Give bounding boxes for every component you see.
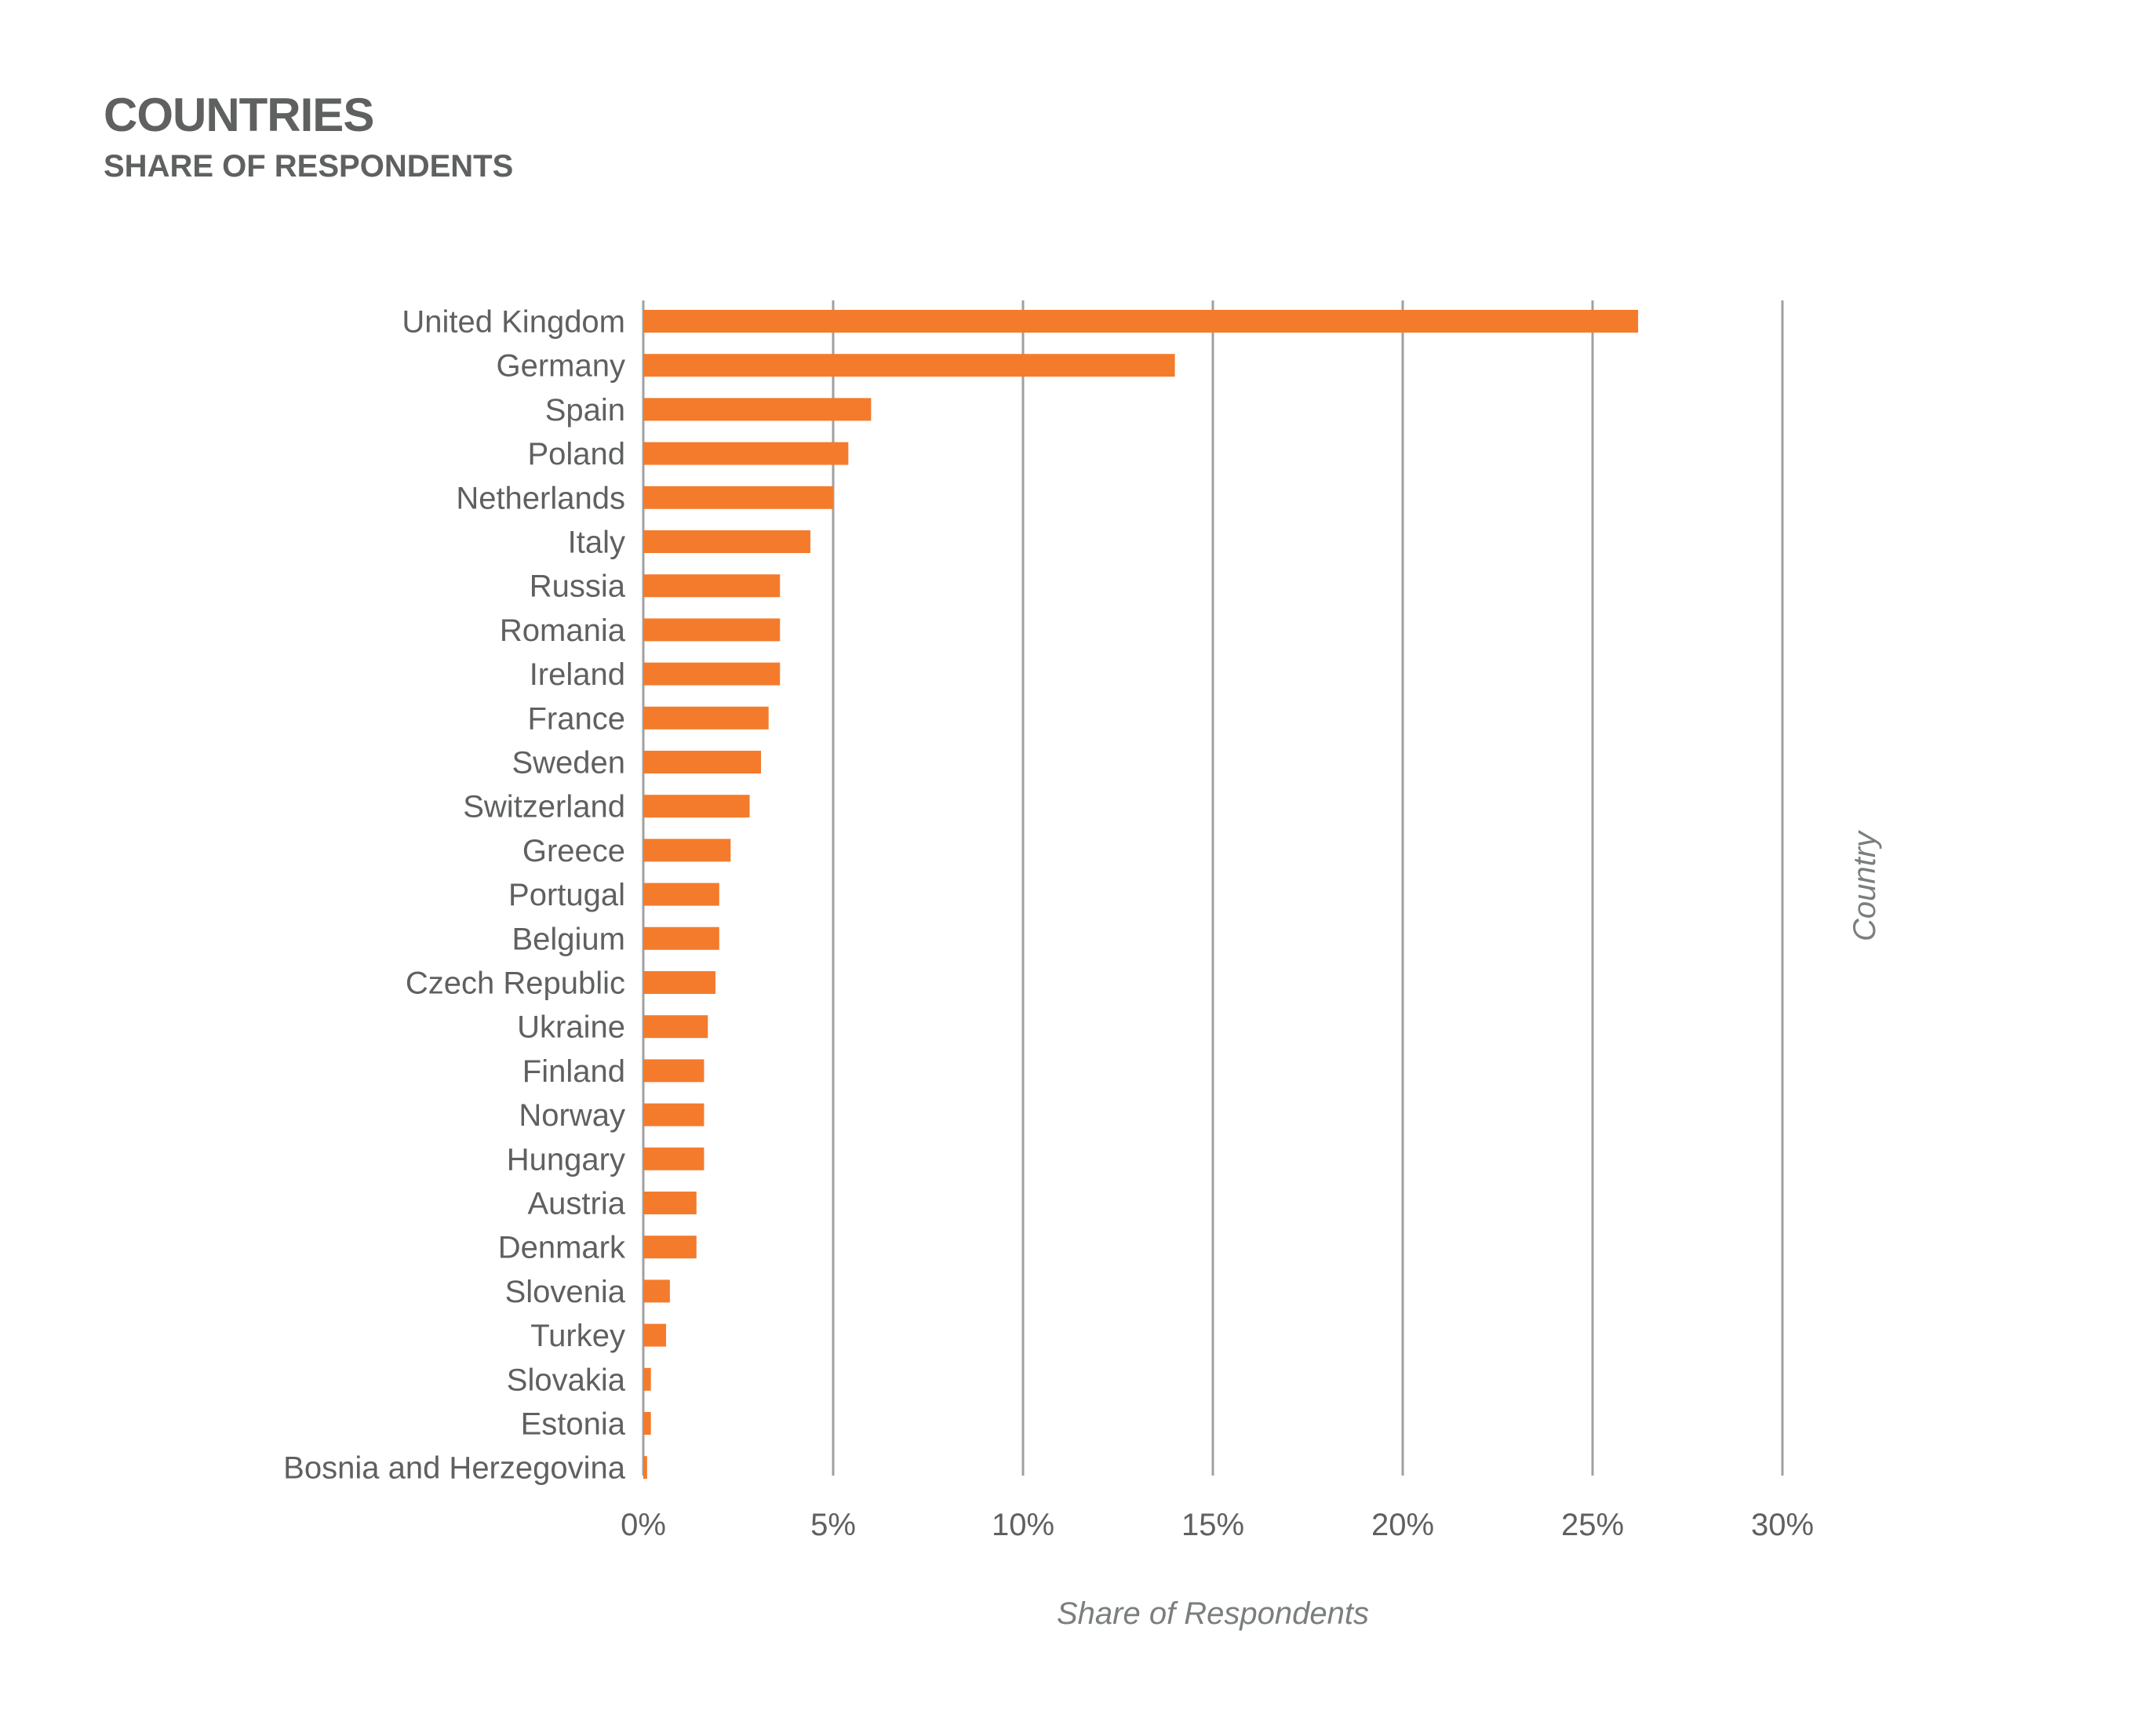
category-label: Estonia <box>521 1407 626 1442</box>
category-label: Slovenia <box>505 1275 626 1309</box>
bar <box>643 530 810 553</box>
x-tick-label: 30% <box>1751 1508 1814 1542</box>
category-label: Bosnia and Herzegovina <box>283 1451 626 1486</box>
bar <box>643 1059 704 1083</box>
bar <box>643 310 1639 333</box>
bars <box>643 310 1639 1479</box>
category-label: Italy <box>568 526 625 560</box>
bar <box>643 1456 647 1479</box>
category-label: Czech Republic <box>406 966 625 1001</box>
bar <box>643 706 769 730</box>
bar <box>643 662 781 686</box>
bar <box>643 926 719 950</box>
category-label: France <box>528 701 626 736</box>
category-label: Finland <box>522 1054 625 1089</box>
bar <box>643 1236 697 1259</box>
category-label: Romania <box>500 613 626 648</box>
category-label: Denmark <box>498 1231 626 1265</box>
x-tick-label: 5% <box>810 1508 856 1542</box>
bar <box>643 1412 651 1435</box>
category-label: Austria <box>528 1187 626 1221</box>
bar <box>643 883 719 906</box>
category-label: Germany <box>497 349 626 384</box>
chart-subtitle: SHARE OF RESPONDENTS <box>104 149 514 184</box>
x-axis-title: Share of Respondents <box>1057 1596 1369 1631</box>
bar <box>643 1192 697 1214</box>
bar <box>643 839 731 862</box>
category-label: Spain <box>545 393 625 428</box>
category-label: Switzerland <box>463 790 625 824</box>
gridlines <box>642 300 1784 1476</box>
x-tick-label: 25% <box>1561 1508 1624 1542</box>
category-label: Ireland <box>530 657 625 692</box>
x-tick-label: 10% <box>992 1508 1054 1542</box>
category-label: Poland <box>527 437 625 471</box>
category-label: Ukraine <box>517 1010 625 1045</box>
category-label: Belgium <box>512 922 625 956</box>
bar <box>643 1279 670 1303</box>
category-label: Netherlands <box>456 481 625 515</box>
category-label: Norway <box>519 1098 625 1133</box>
x-tick-label: 15% <box>1181 1508 1244 1542</box>
chart-title: COUNTRIES <box>104 89 374 141</box>
bar <box>643 751 762 773</box>
category-label: Turkey <box>530 1319 625 1353</box>
bar <box>643 618 781 642</box>
category-labels: United Kingdom Germany Spain Poland Netherla… <box>283 305 626 1486</box>
bar <box>643 398 872 421</box>
bar <box>643 1015 708 1039</box>
category-label: Slovakia <box>507 1363 626 1397</box>
bar <box>643 1147 704 1170</box>
category-label: Hungary <box>507 1142 625 1177</box>
x-tick-label: 20% <box>1371 1508 1434 1542</box>
category-label: Greece <box>522 834 625 868</box>
bar <box>643 1323 667 1347</box>
category-label: Portugal <box>508 878 625 912</box>
bar <box>643 574 781 598</box>
category-label: United Kingdom <box>402 305 625 340</box>
bar <box>643 1103 704 1126</box>
category-label: Sweden <box>512 746 625 781</box>
bar <box>643 795 750 818</box>
x-tick-labels: 0% 5% 10% 15% 20% 25% 30% <box>621 1508 1814 1542</box>
y-axis-title: Country <box>1848 829 1882 941</box>
bar <box>643 486 833 509</box>
bar <box>643 354 1175 377</box>
bar <box>643 442 849 465</box>
category-label: Russia <box>530 570 626 604</box>
x-tick-label: 0% <box>621 1508 666 1542</box>
bar <box>643 971 715 994</box>
bar <box>643 1367 651 1391</box>
